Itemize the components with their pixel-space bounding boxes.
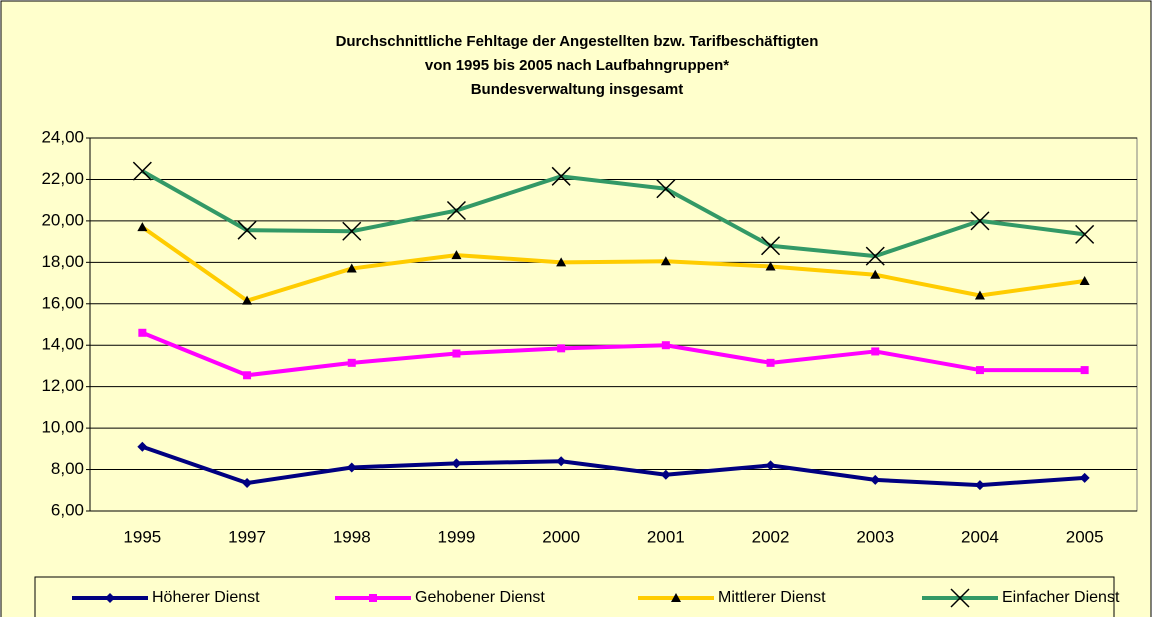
marker [974, 480, 985, 491]
y-tick-label: 16,00 [41, 293, 84, 312]
marker [242, 478, 253, 489]
legend-label: Höherer Dienst [152, 589, 260, 606]
line [141, 169, 1085, 259]
marker [346, 263, 357, 273]
x-tick-label: 2004 [961, 527, 999, 546]
marker [766, 358, 775, 367]
marker [137, 222, 148, 232]
y-tick-label: 18,00 [41, 252, 84, 271]
marker [660, 469, 671, 480]
x-tick-label: 2000 [542, 527, 580, 546]
marker [138, 328, 147, 337]
x-tick-label: 1997 [228, 527, 266, 546]
marker [870, 269, 881, 279]
marker [871, 347, 880, 356]
marker [1079, 275, 1090, 285]
marker [557, 344, 566, 353]
line [141, 330, 1085, 378]
x-tick-label: 2002 [752, 527, 790, 546]
marker [970, 211, 990, 231]
marker [242, 295, 253, 305]
marker [870, 474, 881, 485]
marker [342, 221, 362, 241]
marker [656, 179, 676, 199]
chart-title: von 1995 bis 2005 nach Laufbahngruppen* [425, 57, 729, 74]
marker [556, 456, 567, 467]
marker [243, 371, 252, 380]
x-tick-label: 1999 [438, 527, 476, 546]
marker [556, 257, 567, 267]
marker [346, 462, 357, 473]
marker [761, 236, 781, 256]
x-tick-label: 2001 [647, 527, 685, 546]
y-tick-label: 6,00 [51, 500, 84, 519]
x-tick-label: 2003 [856, 527, 894, 546]
marker [975, 366, 984, 375]
marker [671, 593, 681, 602]
legend-label: Einfacher Dienst [1002, 589, 1120, 606]
x-tick-label: 1998 [333, 527, 371, 546]
y-tick-label: 10,00 [41, 418, 84, 437]
marker [661, 341, 670, 350]
marker [660, 256, 671, 266]
marker [1080, 366, 1089, 375]
marker [132, 161, 152, 181]
marker [369, 594, 377, 602]
chart-title: Bundesverwaltung insgesamt [471, 81, 684, 98]
y-tick-label: 12,00 [41, 376, 84, 395]
line [141, 225, 1085, 303]
marker [452, 349, 461, 358]
marker [237, 220, 257, 240]
marker [765, 261, 776, 271]
marker [446, 200, 466, 221]
marker [105, 593, 115, 603]
x-tick-label: 2005 [1066, 527, 1104, 546]
marker [1075, 224, 1095, 244]
y-tick-label: 8,00 [51, 459, 84, 478]
y-tick-label: 22,00 [41, 169, 84, 188]
y-tick-label: 24,00 [41, 127, 84, 146]
chart-title: Durchschnittliche Fehltage der Angestell… [336, 33, 819, 50]
marker [551, 166, 571, 186]
line [141, 444, 1085, 488]
marker [137, 441, 148, 452]
marker [765, 460, 776, 471]
marker [974, 290, 985, 300]
marker [347, 358, 356, 367]
x-tick-label: 1995 [123, 527, 161, 546]
marker [451, 458, 462, 469]
y-tick-label: 20,00 [41, 210, 84, 229]
plot-area [89, 137, 1138, 512]
marker [451, 250, 462, 260]
y-tick-label: 14,00 [41, 335, 84, 354]
marker [865, 246, 885, 266]
legend-label: Gehobener Dienst [415, 589, 545, 606]
marker [950, 588, 970, 608]
marker [1079, 472, 1090, 483]
legend-label: Mittlerer Dienst [718, 589, 826, 606]
